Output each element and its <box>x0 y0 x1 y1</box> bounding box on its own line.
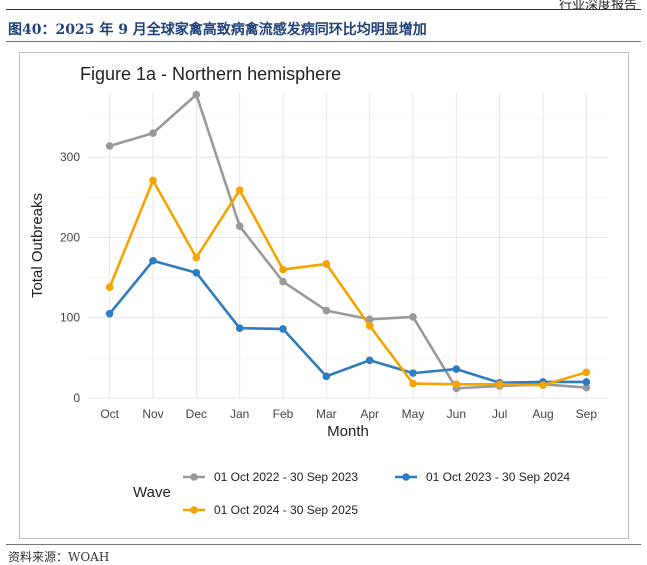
series-1-point <box>235 222 244 231</box>
figure-caption: 图40：2025 年 9 月全球家禽高致病禽流感发病同环比均明显增加 <box>8 22 427 38</box>
series-1-point <box>582 383 591 392</box>
report-type-label: 行业深度报告 <box>558 0 637 13</box>
x-axis-title: Month <box>327 423 369 440</box>
chart-frame: Figure 1a - Northern hemisphere 0 100 200 30… <box>19 52 629 539</box>
series-line-2 <box>108 259 587 385</box>
x-tick-label: Jul <box>492 407 507 421</box>
series-1-point <box>105 142 114 150</box>
series-3-point <box>105 283 114 292</box>
series-3-point <box>365 321 374 330</box>
series-1-point <box>149 129 157 137</box>
y-tick-label: 200 <box>60 230 80 244</box>
footer-divider <box>6 544 641 545</box>
y-tick-label: 0 <box>73 391 80 405</box>
series-2-point <box>322 372 331 381</box>
y-tick-label: 300 <box>60 150 80 164</box>
legend-label-2: 01 Oct 2023 - 30 Sep 2024 <box>426 470 570 484</box>
series-line-1 <box>109 93 587 390</box>
caption-divider <box>6 41 641 42</box>
series-2-point <box>582 378 591 386</box>
series-1-point <box>279 277 287 286</box>
x-tick-label: Dec <box>186 407 207 421</box>
x-tick-label: Nov <box>142 407 163 421</box>
top-divider <box>6 9 641 10</box>
series-2-point <box>149 256 157 265</box>
legend-marker-3 <box>190 506 198 514</box>
source-note: 资料来源：WOAH <box>8 550 110 564</box>
series-line-3 <box>108 179 587 387</box>
series-2-point <box>235 324 244 332</box>
series-2-point <box>279 325 287 333</box>
x-tick-label: Mar <box>316 407 337 421</box>
series-1-point <box>365 315 374 324</box>
x-tick-label: Apr <box>360 407 379 421</box>
series-3-point <box>192 253 201 262</box>
series-3-point <box>149 176 157 185</box>
x-tick-label: Sep <box>576 407 598 421</box>
x-tick-label: Jan <box>230 407 249 421</box>
series-2-point <box>409 369 417 377</box>
series-3-point <box>235 186 244 194</box>
x-tick-label: May <box>402 407 425 421</box>
x-tick-label: Aug <box>532 407 553 421</box>
series-3-point <box>452 380 461 389</box>
series-3-point <box>539 381 547 389</box>
series-1-point <box>322 306 331 315</box>
x-tick-label: Oct <box>100 407 119 421</box>
series-1-point <box>409 313 417 321</box>
series-1-point <box>192 90 201 99</box>
y-axis-title: Total Outbreaks <box>29 193 46 298</box>
legend-title: Wave <box>133 484 171 501</box>
legend-label-1: 01 Oct 2022 - 30 Sep 2023 <box>214 470 358 484</box>
series-2-point <box>192 268 201 277</box>
series-3-point <box>409 379 417 388</box>
y-tick-label: 100 <box>60 311 80 325</box>
series-2-point <box>105 309 114 318</box>
x-tick-label: Jun <box>447 407 466 421</box>
chart-title: Figure 1a - Northern hemisphere <box>80 64 341 84</box>
legend-marker-2 <box>402 473 410 481</box>
series-2-point <box>452 365 461 373</box>
line-chart: Figure 1a - Northern hemisphere 0 100 200 30… <box>29 64 608 517</box>
series-2-point <box>365 356 374 365</box>
series-3-point <box>322 260 331 268</box>
legend-marker-1 <box>190 473 198 481</box>
series-3-point <box>495 380 504 389</box>
x-tick-label: Feb <box>273 407 294 421</box>
legend-label-3: 01 Oct 2024 - 30 Sep 2025 <box>214 503 358 517</box>
series-3-point <box>582 368 591 377</box>
series-3-point <box>279 265 287 274</box>
